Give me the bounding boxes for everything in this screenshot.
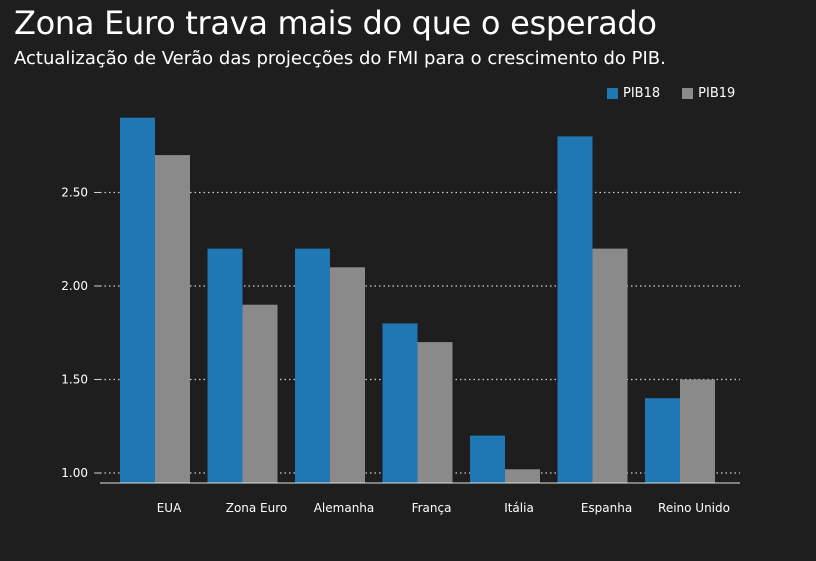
bar-pib18-4 [470, 435, 505, 483]
y-tick-label: 2.50 [61, 186, 88, 200]
chart-subtitle: Actualização de Verão das projecções do … [14, 48, 666, 69]
bar-pib18-6 [645, 398, 680, 483]
bar-pib19-6 [680, 379, 715, 483]
labels-layer: 1.00 1.50 2.00 2.50 EUA Zona Euro Alemanha Fran… [61, 186, 730, 516]
axis-layer [94, 192, 740, 484]
bars-layer [120, 117, 715, 483]
y-tick-label: 2.00 [61, 279, 88, 293]
bar-pib18-5 [557, 136, 593, 483]
chart-title: Zona Euro trava mais do que o esperado [14, 4, 657, 42]
legend-item-pib18: PIB18 [607, 86, 660, 101]
x-tick-label: Reino Unido [658, 501, 730, 515]
x-tick-label: Zona Euro [226, 501, 288, 515]
bar-pib19-3 [417, 342, 453, 483]
x-tick-label: Alemanha [314, 501, 375, 515]
legend-swatch-pib19 [682, 88, 694, 99]
x-tick-label: França [412, 501, 452, 515]
bar-pib18-3 [382, 323, 418, 483]
x-tick-label: Espanha [581, 501, 632, 515]
bar-pib19-2 [330, 267, 365, 483]
bar-pib18-1 [207, 248, 243, 483]
legend-label-pib18: PIB18 [623, 86, 661, 101]
bar-pib18-2 [295, 248, 330, 483]
legend: PIB18 PIB19 [607, 86, 757, 101]
x-tick-label: Itália [504, 501, 534, 515]
bar-pib19-1 [242, 304, 278, 483]
bar-pib19-5 [592, 248, 628, 483]
bar-pib19-0 [155, 155, 190, 483]
y-tick-label: 1.00 [61, 466, 88, 480]
x-tick-label: EUA [157, 501, 182, 515]
legend-item-pib19: PIB19 [682, 86, 735, 101]
bar-pib18-0 [120, 117, 155, 483]
bar-pib19-4 [505, 469, 540, 483]
legend-swatch-pib18 [607, 88, 618, 99]
legend-label-pib19: PIB19 [698, 86, 736, 101]
y-tick-label: 1.50 [61, 373, 88, 387]
